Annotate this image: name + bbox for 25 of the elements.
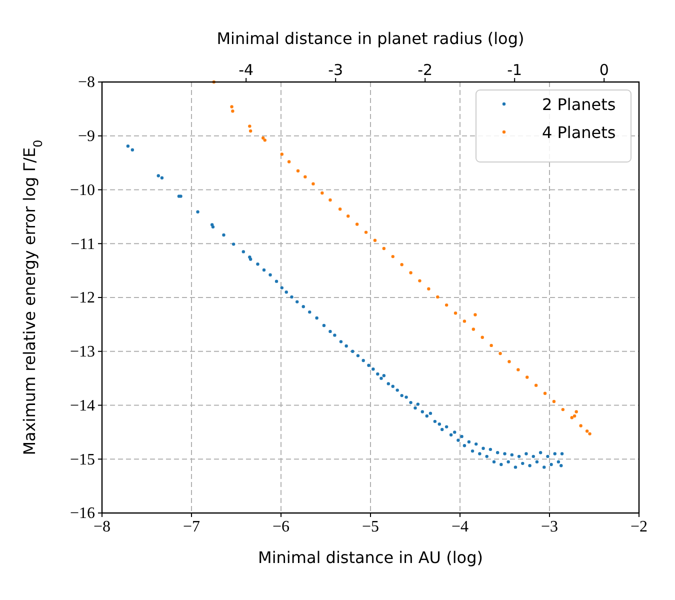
legend-label: 4 Planets xyxy=(542,123,616,142)
x2-tick-label: 0 xyxy=(599,61,609,79)
x-tick-label: −8 xyxy=(93,518,111,536)
y-tick-label: −13 xyxy=(70,343,95,360)
y-tick-label: −9 xyxy=(78,128,95,145)
x-tick-label: −4 xyxy=(451,518,469,536)
x2-tick-label: -4 xyxy=(238,61,254,79)
x2-tick-label: -2 xyxy=(418,61,433,79)
x2-axis-title: Minimal distance in planet radius (log) xyxy=(216,29,524,48)
y-tick-label: −15 xyxy=(70,451,95,468)
y-tick-label: −8 xyxy=(78,74,95,92)
y-tick-label: −14 xyxy=(70,397,95,414)
y-tick-label: −10 xyxy=(70,182,95,199)
x-tick-label: −3 xyxy=(540,518,558,536)
x-tick-label: −2 xyxy=(630,518,648,536)
x-axis-title: Minimal distance in AU (log) xyxy=(258,548,483,567)
x2-tick-label: -1 xyxy=(507,61,522,79)
x2-tick-label: -3 xyxy=(328,61,344,79)
y-tick-label: −16 xyxy=(70,505,95,522)
x-tick-label: −5 xyxy=(362,518,380,536)
x-tick-label: −6 xyxy=(272,518,290,536)
y-tick-label: −11 xyxy=(70,236,95,253)
x-tick-label: −7 xyxy=(182,518,200,536)
legend-label: 2 Planets xyxy=(542,95,616,114)
y-tick-label: −12 xyxy=(70,290,95,307)
